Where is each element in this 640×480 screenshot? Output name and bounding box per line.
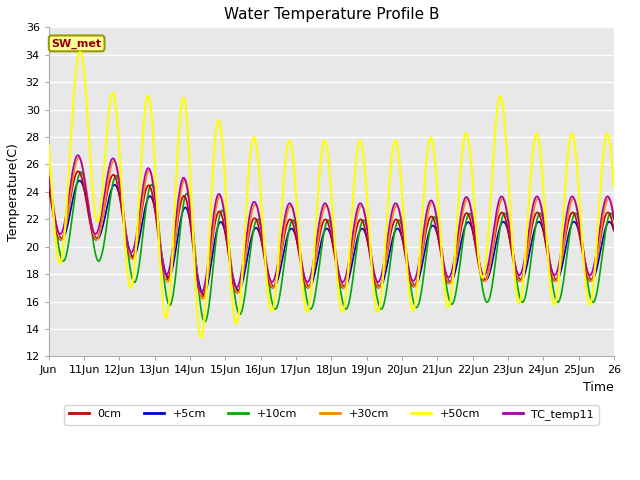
Title: Water Temperature Profile B: Water Temperature Profile B [223, 7, 439, 22]
Y-axis label: Temperature(C): Temperature(C) [7, 143, 20, 241]
X-axis label: Time: Time [583, 381, 614, 394]
Text: SW_met: SW_met [52, 38, 102, 48]
Legend: 0cm, +5cm, +10cm, +30cm, +50cm, TC_temp11: 0cm, +5cm, +10cm, +30cm, +50cm, TC_temp1… [64, 405, 598, 425]
